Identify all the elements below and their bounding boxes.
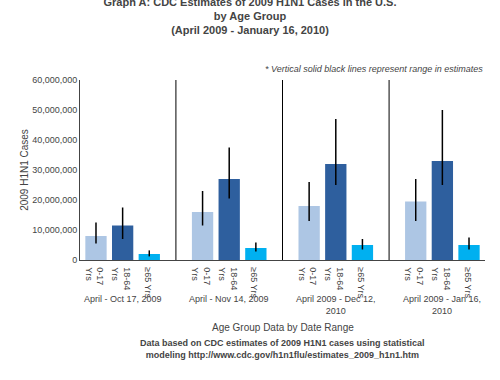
svg-text:≥65 Yrs: ≥65 Yrs bbox=[249, 267, 259, 298]
svg-text:40,000,000: 40,000,000 bbox=[32, 135, 77, 145]
svg-text:10,000,000: 10,000,000 bbox=[32, 225, 77, 235]
svg-text:50,000,000: 50,000,000 bbox=[32, 105, 77, 115]
svg-text:18-64Yrs: 18-64Yrs bbox=[217, 267, 239, 290]
svg-text:Data based on CDC estimates of: Data based on CDC estimates of 2009 H1N1… bbox=[140, 338, 425, 360]
svg-text:April - Oct 17, 2009: April - Oct 17, 2009 bbox=[84, 294, 162, 304]
svg-text:2009 H1N1 Cases: 2009 H1N1 Cases bbox=[19, 129, 30, 211]
svg-text:0-17Yrs: 0-17Yrs bbox=[403, 267, 425, 285]
svg-text:April 2009 - Jan 16,2010: April 2009 - Jan 16,2010 bbox=[403, 294, 481, 316]
svg-text:* Vertical solid black lines r: * Vertical solid black lines represent r… bbox=[265, 64, 483, 74]
svg-text:0-17Yrs: 0-17Yrs bbox=[84, 267, 106, 285]
svg-text:18-64Yrs: 18-64Yrs bbox=[430, 267, 452, 290]
svg-text:≥65 Yrs: ≥65 Yrs bbox=[143, 267, 153, 298]
svg-text:18-64Yrs: 18-64Yrs bbox=[110, 267, 132, 290]
svg-text:60,000,000: 60,000,000 bbox=[32, 75, 77, 85]
svg-text:≥65 Yrs: ≥65 Yrs bbox=[463, 267, 473, 298]
svg-text:30,000,000: 30,000,000 bbox=[32, 165, 77, 175]
svg-text:18-64Yrs: 18-64Yrs bbox=[323, 267, 345, 290]
svg-text:Age Group Data by Date Range: Age Group Data by Date Range bbox=[212, 322, 354, 333]
svg-text:April 2009 - Dec 12,2010: April 2009 - Dec 12,2010 bbox=[296, 294, 376, 316]
svg-text:0-17Yrs: 0-17Yrs bbox=[190, 267, 212, 285]
svg-text:0: 0 bbox=[72, 255, 77, 265]
svg-text:April - Nov 14, 2009: April - Nov 14, 2009 bbox=[189, 294, 269, 304]
svg-text:20,000,000: 20,000,000 bbox=[32, 195, 77, 205]
svg-text:0-17Yrs: 0-17Yrs bbox=[297, 267, 319, 285]
svg-text:Graph A: CDC Estimates of 2009: Graph A: CDC Estimates of 2009 H1N1 Case… bbox=[103, 0, 396, 36]
svg-text:≥65 Yrs: ≥65 Yrs bbox=[356, 267, 366, 298]
